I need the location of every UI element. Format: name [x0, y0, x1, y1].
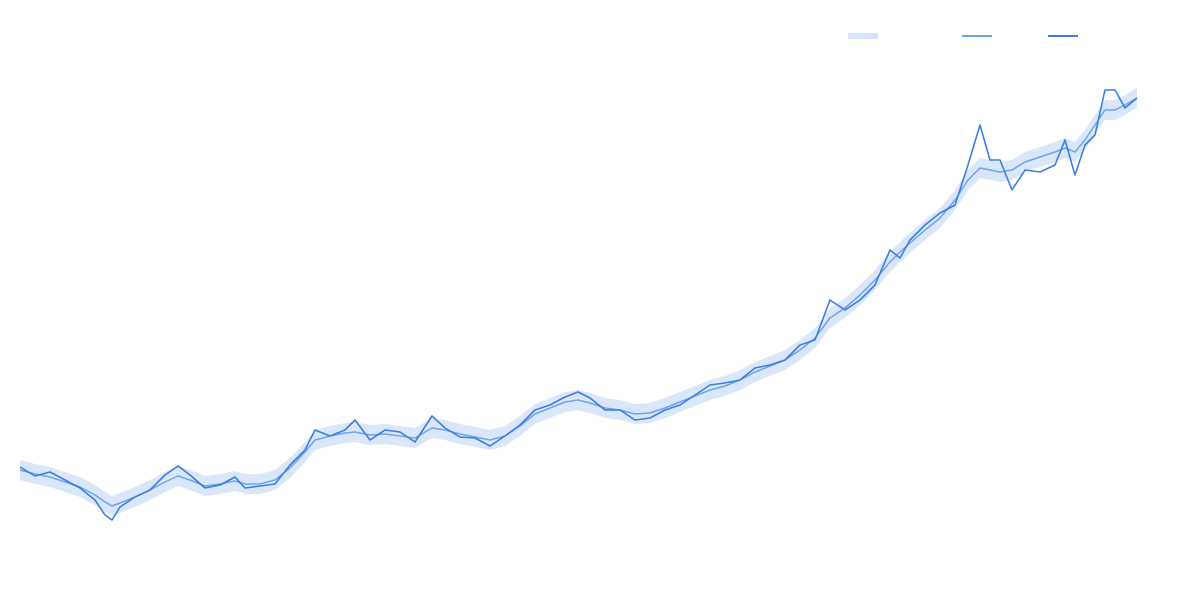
band-area: [20, 88, 1137, 516]
raw-line: [19, 89, 1138, 521]
